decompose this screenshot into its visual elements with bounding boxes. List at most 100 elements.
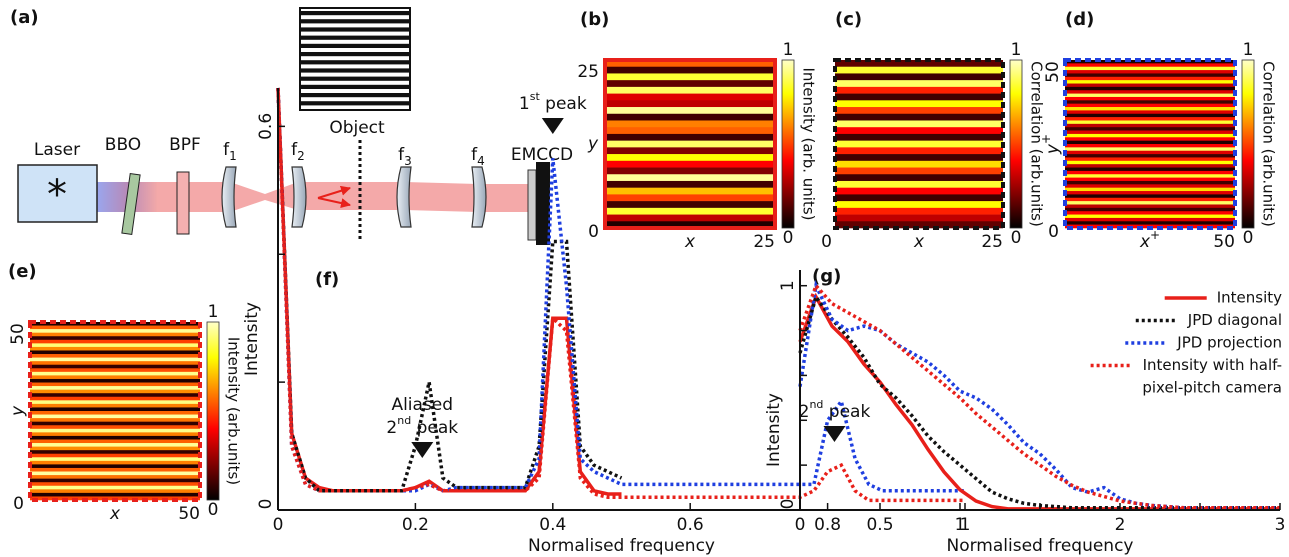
heatmap-row xyxy=(1065,140,1235,145)
panel-label: (g) xyxy=(812,266,841,287)
y-tick-label: 50 xyxy=(1043,61,1063,83)
heatmap-row xyxy=(30,339,200,344)
y-axis-label: y xyxy=(8,405,28,417)
grating-stripe xyxy=(300,19,410,24)
heatmap-border xyxy=(28,320,202,502)
legend-label: Intensity with half- xyxy=(1143,356,1282,374)
heatmap-row xyxy=(605,180,775,188)
grating-stripe xyxy=(300,27,410,32)
annotation-text: 1 xyxy=(519,94,530,114)
heatmap-row xyxy=(30,414,200,419)
y-axis-label: Intensity xyxy=(764,393,784,467)
lens xyxy=(221,166,237,228)
annotation-text: Aliased xyxy=(391,395,453,415)
heatmap-row xyxy=(30,329,200,333)
heatmap-row xyxy=(1065,214,1235,219)
heatmap-row xyxy=(835,133,1003,141)
colorbar-tick-label: 0 xyxy=(1243,228,1254,248)
label-base: x xyxy=(913,232,925,252)
series-line xyxy=(276,87,623,493)
heatmap-row xyxy=(835,100,1003,108)
colorbar-tick-label: 0 xyxy=(208,500,219,520)
colorbar xyxy=(206,321,220,501)
heatmap-row xyxy=(835,73,1003,81)
lens-name: f xyxy=(223,140,230,160)
y-tick-label: 50 xyxy=(8,323,28,345)
grating-stripe xyxy=(300,93,410,98)
heatmap-row xyxy=(835,207,1003,215)
heatmap-row xyxy=(605,201,775,209)
heatmap-row xyxy=(30,453,200,458)
colorbar-tick-label: 1 xyxy=(783,40,794,60)
heatmap-row xyxy=(1065,66,1235,71)
y-tick-label: 0 xyxy=(1048,222,1059,242)
y-tick-label: 1 xyxy=(778,280,798,291)
heatmap-row xyxy=(605,86,775,94)
heatmap-row xyxy=(835,160,1003,168)
annotation-text: peak xyxy=(823,402,870,422)
heatmap-row xyxy=(1065,191,1235,195)
x-tick-label: 0.6 xyxy=(677,515,704,535)
x-tick-label: 50 xyxy=(178,504,200,524)
label-base: x xyxy=(684,232,696,252)
bpf-label: BPF xyxy=(169,135,201,155)
bbo-crystal xyxy=(121,173,141,235)
x-axis-label: x xyxy=(109,504,121,524)
heatmap-row xyxy=(30,411,200,415)
heatmap-row xyxy=(1065,167,1235,172)
legend-label: JPD projection xyxy=(1176,334,1282,352)
lens xyxy=(396,166,412,228)
heatmap-row xyxy=(1065,197,1235,202)
y-tick-label: 0 xyxy=(588,222,599,242)
lens-label: f2 xyxy=(291,140,305,163)
annotation: Aliased xyxy=(391,395,453,415)
grating-stripe xyxy=(300,101,410,106)
heatmap-row xyxy=(835,201,1003,209)
heatmap-row xyxy=(1065,211,1235,215)
annotation: 2nd peak xyxy=(799,398,871,422)
heatmap-row xyxy=(30,467,200,472)
laser-label: Laser xyxy=(34,140,80,160)
x-tick-label: 0 xyxy=(795,515,806,535)
heatmap-row xyxy=(1065,70,1235,74)
heatmap-row xyxy=(835,147,1003,155)
heatmap-row xyxy=(30,439,200,444)
heatmap-row xyxy=(1065,157,1235,162)
heatmap-row xyxy=(605,221,775,229)
heatmap-row xyxy=(30,421,200,426)
heatmap-row xyxy=(1065,201,1235,205)
label-base: y xyxy=(1043,143,1063,155)
heatmap-row xyxy=(605,154,775,162)
heatmap-row xyxy=(30,475,200,479)
x-axis-label: Normalised frequency xyxy=(946,536,1133,556)
heatmap-row xyxy=(30,368,200,373)
legend-label: JPD diagonal xyxy=(1187,311,1282,329)
heatmap-row xyxy=(835,127,1003,135)
heatmap-row xyxy=(1065,107,1235,111)
lens-name: f xyxy=(291,140,298,160)
heatmap-row xyxy=(30,418,200,422)
heatmap-row xyxy=(835,174,1003,182)
heatmap-row xyxy=(605,107,775,115)
x-tick-label: 0.8 xyxy=(814,515,841,535)
label-sup: + xyxy=(1039,134,1053,144)
annotation: 1st peak xyxy=(519,90,587,114)
heatmap-row xyxy=(30,464,200,469)
heatmap-row xyxy=(835,214,1003,222)
lens-sub: 3 xyxy=(404,154,412,168)
heatmap-row xyxy=(1065,96,1235,101)
heatmap-row xyxy=(30,361,200,366)
heatmap-row xyxy=(1065,117,1235,121)
heatmap-row xyxy=(835,167,1003,175)
x-tick-label: 2 xyxy=(1115,515,1126,535)
heatmap-row xyxy=(30,332,200,337)
heatmap-row xyxy=(1065,174,1235,178)
grating-stripe xyxy=(300,35,410,40)
lens-sub: 2 xyxy=(297,149,305,163)
grating-stripe xyxy=(300,84,410,89)
heatmap-row xyxy=(835,154,1003,162)
heatmap-row xyxy=(1065,80,1235,84)
heatmap-row xyxy=(605,174,775,182)
heatmap-row xyxy=(30,364,200,369)
x-axis-label: Normalised frequency xyxy=(528,536,715,556)
